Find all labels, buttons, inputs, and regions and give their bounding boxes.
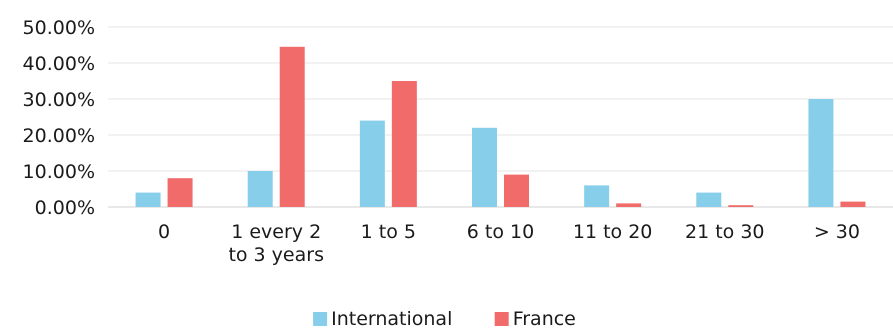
- legend: International France: [313, 308, 576, 330]
- bar-international: [248, 171, 273, 207]
- x-category-label: 1 to 5: [361, 221, 416, 243]
- legend-swatch-france: [495, 312, 509, 326]
- x-axis-category-labels: 0 1 every 2 to 3 years 1 to 5 6 to 10 11 to 2…: [158, 221, 860, 266]
- gridlines: [108, 27, 893, 207]
- y-tick-label: 50.00%: [23, 17, 95, 39]
- x-category-label: 0: [158, 221, 170, 243]
- legend-swatch-international: [313, 312, 327, 326]
- bar-international: [584, 185, 609, 207]
- x-category-label: 6 to 10: [467, 221, 534, 243]
- bar-france: [840, 202, 865, 207]
- bar-international: [136, 193, 161, 207]
- y-axis-tick-labels: 0.00% 10.00% 20.00% 30.00% 40.00% 50.00%: [23, 17, 95, 219]
- bar-international: [472, 128, 497, 207]
- x-category-label: 21 to 30: [685, 221, 765, 243]
- y-tick-label: 30.00%: [23, 89, 95, 111]
- bar-france: [168, 178, 193, 207]
- bar-france: [392, 81, 417, 207]
- bar-international: [696, 193, 721, 207]
- y-tick-label: 20.00%: [23, 125, 95, 147]
- y-tick-label: 40.00%: [23, 53, 95, 75]
- legend-label-france: France: [513, 308, 576, 330]
- y-tick-label: 10.00%: [23, 161, 95, 183]
- bar-france: [280, 47, 305, 207]
- bar-france: [616, 203, 641, 207]
- bar-france: [504, 175, 529, 207]
- bar-international: [808, 99, 833, 207]
- x-category-label: 11 to 20: [573, 221, 653, 243]
- x-category-label: > 30: [814, 221, 860, 243]
- bar-france: [728, 205, 753, 207]
- x-category-label: 1 every 2 to 3 years: [228, 221, 324, 266]
- legend-label-international: International: [331, 308, 452, 330]
- bar-international: [360, 121, 385, 207]
- bars: [136, 47, 866, 207]
- y-tick-label: 0.00%: [35, 197, 95, 219]
